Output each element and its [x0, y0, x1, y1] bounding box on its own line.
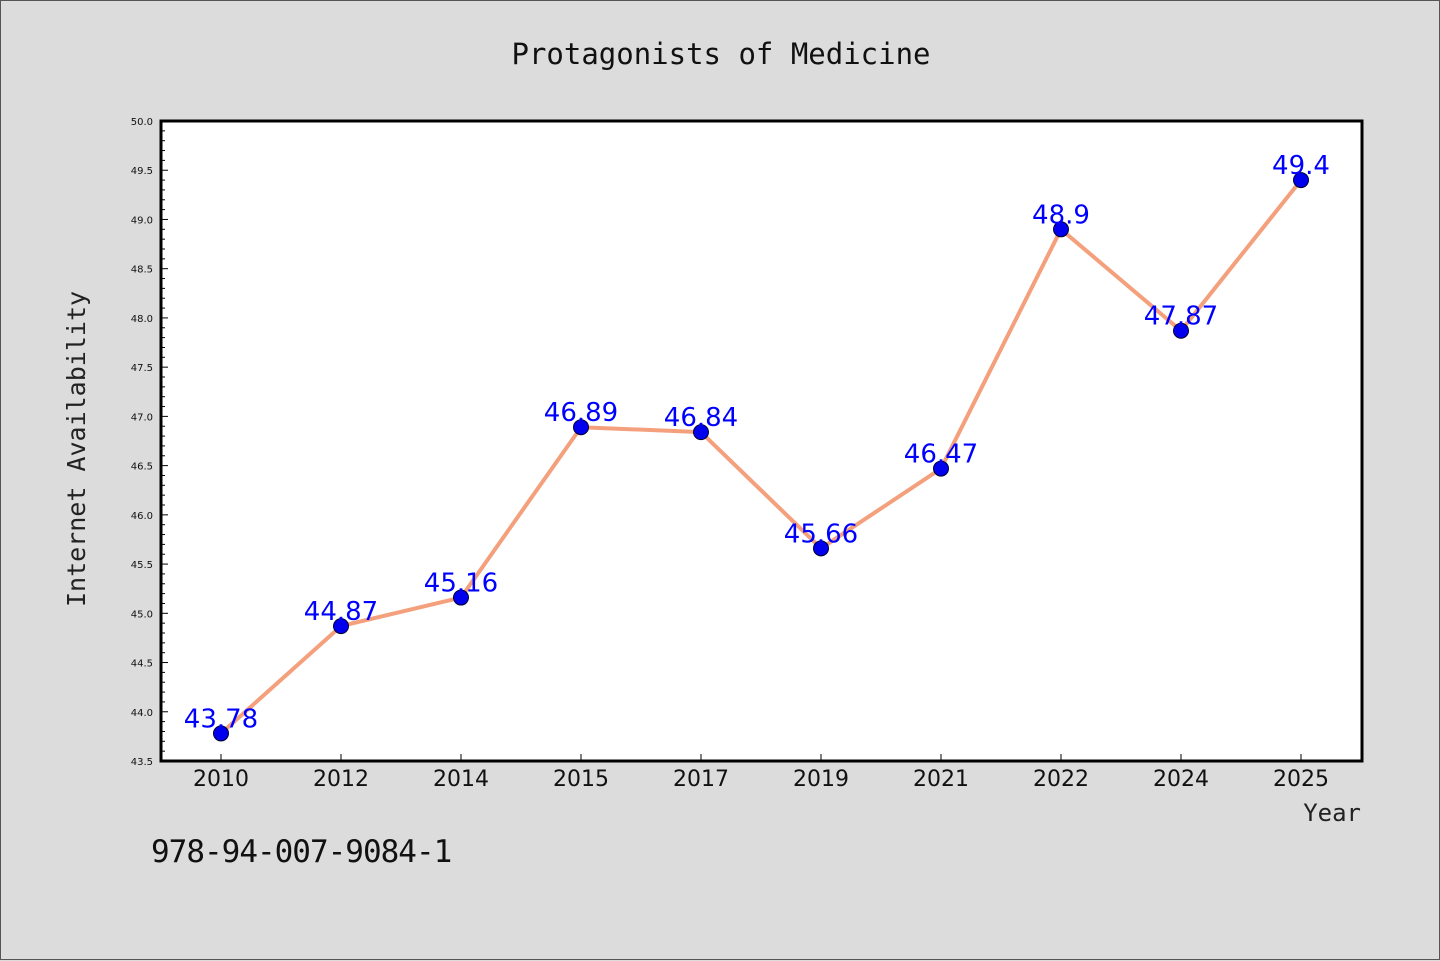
data-labels-group: 43.78 44.87 45.16 46.89 46.84 45.66 46.47 48.9 4… [184, 151, 1330, 734]
y-tick-label: 49.0 [131, 215, 153, 226]
isbn-footer: 978-94-007-9084-1 [151, 834, 452, 870]
y-tick-label: 49.5 [131, 166, 153, 177]
data-label: 48.9 [1032, 200, 1090, 230]
y-tick-label: 48.5 [131, 265, 153, 276]
data-point [573, 419, 589, 436]
plot-frame [159, 119, 1364, 763]
plot-area [161, 121, 1362, 761]
y-tick-label: 46.5 [131, 462, 153, 473]
y-tick-label: 47.5 [131, 363, 153, 374]
y-tick-label: 44.5 [131, 659, 153, 670]
data-point [1293, 172, 1309, 189]
x-tick-label: 2012 [313, 767, 369, 792]
y-tick-label: 43.5 [131, 757, 153, 768]
y-tick-label: 50.0 [131, 117, 153, 128]
data-point [693, 424, 709, 441]
series-line [219, 178, 1303, 736]
data-point [453, 589, 469, 606]
data-point [813, 540, 829, 557]
x-tick-label: 2014 [433, 767, 489, 792]
x-axis-label: Year [1303, 799, 1361, 827]
data-label: 44.87 [304, 597, 378, 627]
data-label: 45.66 [784, 519, 858, 549]
x-tick-label: 2015 [553, 767, 609, 792]
x-tick-label: 2017 [673, 767, 729, 792]
y-tick-label: 46.0 [131, 511, 153, 522]
x-tick-label: 2024 [1153, 767, 1209, 792]
data-label: 45.16 [424, 569, 498, 599]
y-tick-label: 44.0 [131, 708, 153, 719]
y-axis-ticks: 43.5 44.0 44.5 45.0 45.5 46.0 46.5 47.0 47.5 48.0… [131, 117, 168, 768]
y-tick-label: 45.0 [131, 609, 153, 620]
data-point [1173, 322, 1189, 339]
x-tick-label: 2022 [1033, 767, 1089, 792]
series-points-group [213, 172, 1309, 742]
y-tick-label: 48.0 [131, 314, 153, 325]
x-tick-label: 2019 [793, 767, 849, 792]
data-label: 49.4 [1272, 151, 1330, 181]
chart-title: Protagonists of Medicine [511, 37, 930, 71]
series-line-group [219, 178, 1303, 736]
data-point [333, 618, 349, 635]
data-point [933, 460, 949, 477]
y-tick-label: 45.5 [131, 560, 153, 571]
x-tick-label: 2021 [913, 767, 969, 792]
x-axis-ticks: 2010 2012 2014 2015 2017 2019 2021 2022 2024 2025 [193, 754, 1329, 792]
x-tick-label: 2010 [193, 767, 249, 792]
data-label: 43.78 [184, 704, 258, 734]
data-point [1053, 221, 1069, 238]
data-label: 46.47 [904, 440, 978, 470]
y-tick-label: 47.0 [131, 412, 153, 423]
data-label: 47.87 [1144, 302, 1218, 332]
data-label: 46.89 [544, 398, 618, 428]
data-label: 46.84 [664, 403, 738, 433]
y-axis-label: Internet Availability [62, 291, 91, 607]
data-point [213, 725, 229, 742]
x-tick-label: 2025 [1273, 767, 1329, 792]
